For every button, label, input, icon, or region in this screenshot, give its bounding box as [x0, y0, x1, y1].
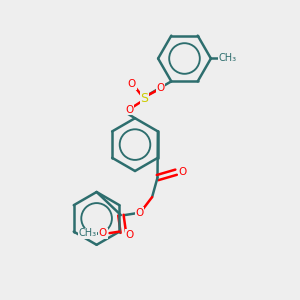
Text: O: O — [126, 230, 134, 240]
Text: O: O — [125, 105, 134, 115]
Text: O: O — [156, 83, 164, 93]
Text: S: S — [141, 92, 148, 105]
Text: O: O — [128, 79, 136, 89]
Text: O: O — [99, 228, 107, 238]
Text: O: O — [135, 208, 144, 218]
Text: O: O — [178, 167, 187, 177]
Text: CH₃: CH₃ — [78, 228, 96, 238]
Text: CH₃: CH₃ — [218, 53, 236, 64]
